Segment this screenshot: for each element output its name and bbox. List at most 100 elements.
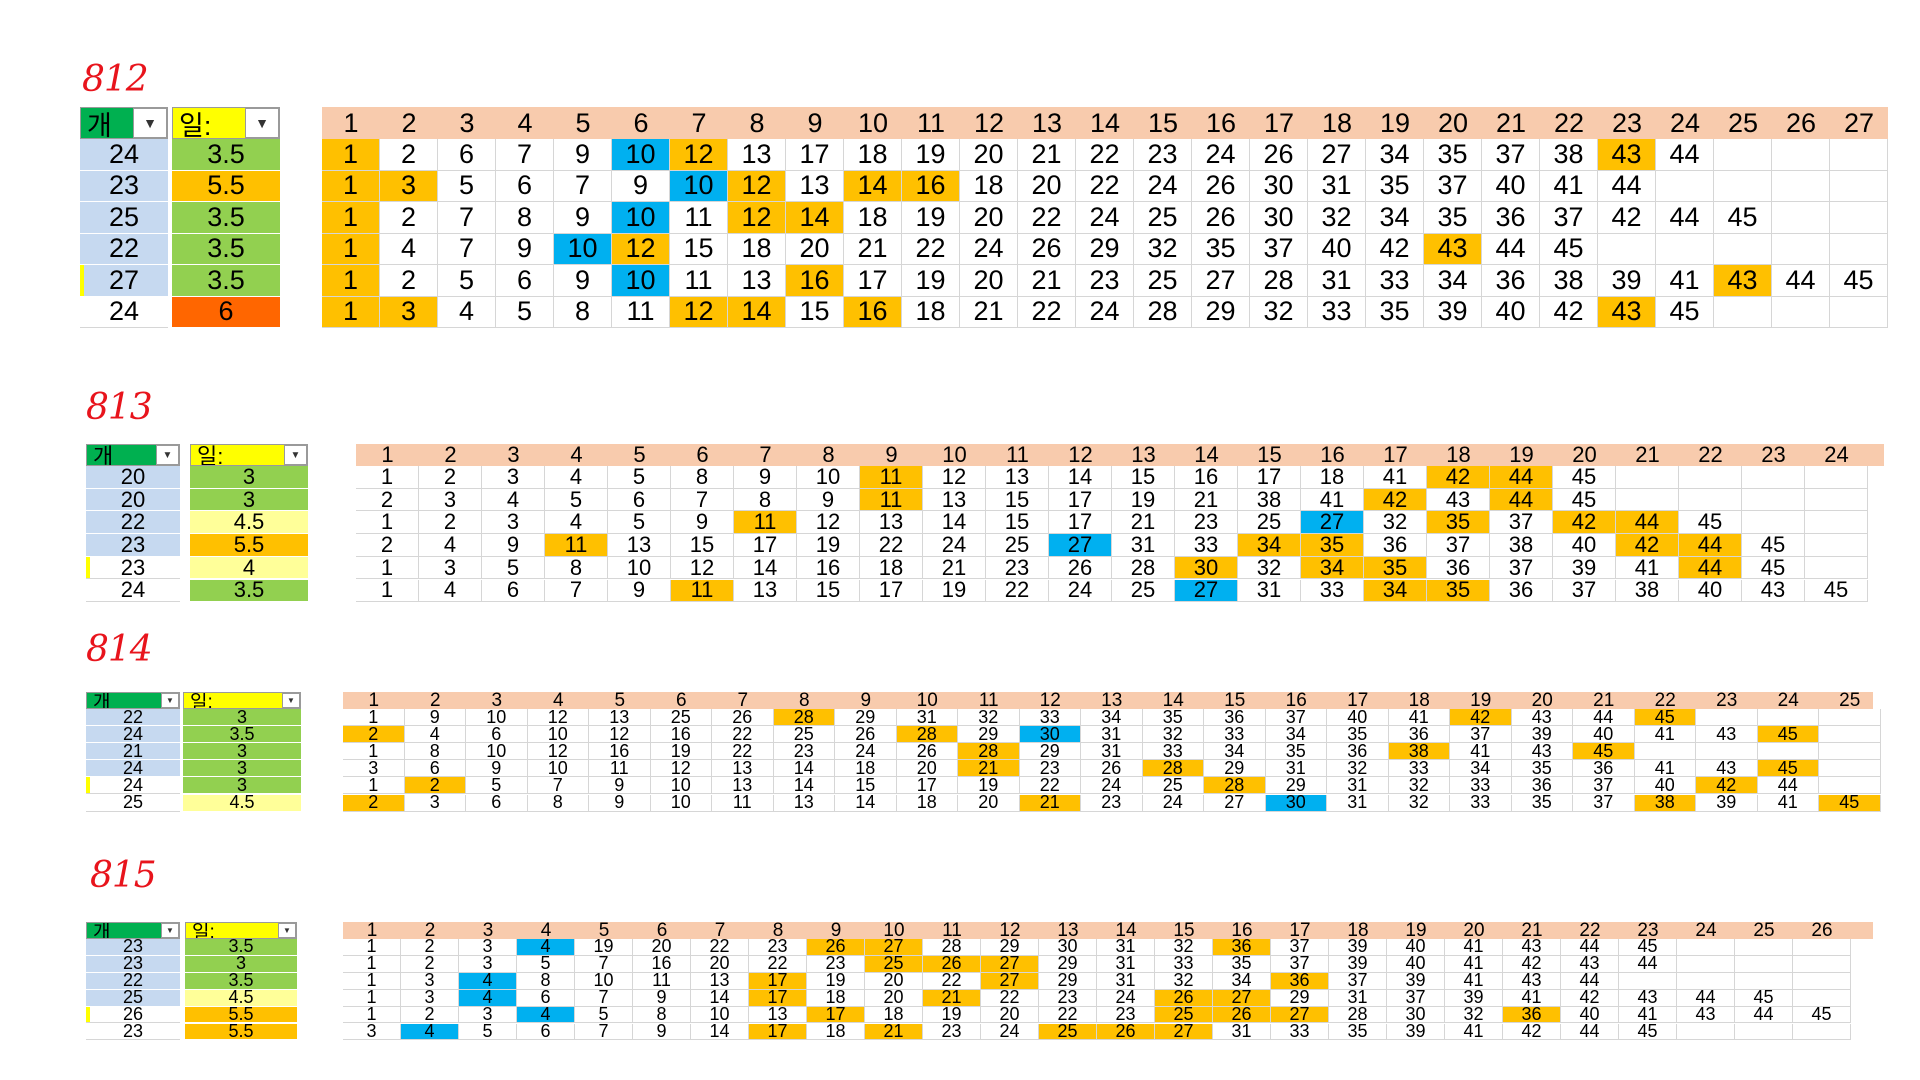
number-cell: 11 bbox=[670, 202, 728, 234]
column-header: 1 bbox=[366, 919, 378, 941]
number-cell: 6 bbox=[496, 265, 554, 297]
chevron-down-icon[interactable]: ▼ bbox=[278, 923, 296, 938]
count-filter-header[interactable]: 개 ▼ bbox=[86, 692, 180, 709]
il-value-cell: 4.5 bbox=[183, 792, 301, 812]
number-cell: 21 bbox=[844, 233, 902, 265]
chevron-down-icon[interactable]: ▼ bbox=[161, 923, 179, 938]
chevron-down-icon[interactable]: ▼ bbox=[282, 693, 300, 708]
number-cell: 36 bbox=[1427, 556, 1490, 580]
number-cell: 45 bbox=[1805, 579, 1868, 603]
count-filter-header[interactable]: 개 ▼ bbox=[86, 444, 180, 466]
count-cell: 22 bbox=[80, 233, 168, 265]
number-cell: 22 bbox=[712, 743, 774, 761]
number-cell: 35 bbox=[1327, 726, 1389, 744]
empty-cell bbox=[1793, 939, 1851, 956]
number-cell: 21 bbox=[1019, 794, 1081, 812]
column-header: 4 bbox=[517, 107, 533, 138]
number-cell: 36 bbox=[1364, 534, 1427, 557]
column-header: 4 bbox=[540, 919, 552, 941]
number-cell: 39 bbox=[1329, 939, 1387, 956]
number-cell: 35 bbox=[1511, 760, 1573, 778]
number-cell: 9 bbox=[554, 202, 612, 234]
number-cell: 29 bbox=[1039, 972, 1097, 990]
chevron-down-icon[interactable]: ▼ bbox=[133, 108, 167, 138]
number-cell: 42 bbox=[1561, 989, 1619, 1007]
number-cell: 26 bbox=[1018, 233, 1076, 265]
number-cell: 6 bbox=[482, 579, 545, 603]
chevron-down-icon[interactable]: ▼ bbox=[245, 108, 279, 138]
number-cell: 32 bbox=[958, 709, 1020, 727]
number-cell: 11 bbox=[712, 794, 774, 812]
number-cell: 41 bbox=[1364, 466, 1427, 489]
number-cell: 10 bbox=[797, 466, 860, 489]
number-cell: 28 bbox=[1204, 777, 1266, 795]
number-cell: 18 bbox=[844, 139, 902, 171]
section-label-813: 813 bbox=[86, 387, 153, 428]
number-cell: 45 bbox=[1656, 296, 1714, 328]
number-cell: 7 bbox=[554, 170, 612, 202]
number-cell: 21 bbox=[958, 760, 1020, 778]
number-cell: 26 bbox=[1049, 556, 1112, 580]
chevron-down-icon[interactable]: ▼ bbox=[161, 693, 179, 708]
number-cell: 25 bbox=[1142, 777, 1204, 795]
number-cell: 29 bbox=[1204, 760, 1266, 778]
number-cell: 40 bbox=[1387, 955, 1445, 973]
column-header: 3 bbox=[482, 919, 494, 941]
number-cell: 34 bbox=[1238, 534, 1301, 557]
number-cell: 22 bbox=[902, 233, 960, 265]
number-cell: 26 bbox=[896, 743, 958, 761]
number-cell: 27 bbox=[1204, 794, 1266, 812]
number-cell: 24 bbox=[1142, 794, 1204, 812]
number-cell: 8 bbox=[404, 743, 466, 761]
il-value-cell: 3.5 bbox=[190, 577, 308, 602]
chevron-down-icon[interactable]: ▼ bbox=[284, 445, 307, 465]
number-cell: 19 bbox=[902, 139, 960, 171]
column-header: 12 bbox=[1039, 689, 1061, 711]
il-filter-header[interactable]: 일: ▼ bbox=[190, 444, 308, 466]
count-filter-header[interactable]: 개 ▼ bbox=[86, 922, 180, 939]
number-cell: 45 bbox=[1619, 939, 1677, 956]
empty-cell bbox=[1772, 296, 1830, 328]
number-cell: 32 bbox=[1327, 760, 1389, 778]
il-filter-header[interactable]: 일: ▼ bbox=[185, 922, 297, 939]
number-cell: 38 bbox=[1616, 579, 1679, 603]
number-cell: 37 bbox=[1271, 939, 1329, 956]
number-cell: 1 bbox=[356, 466, 419, 489]
il-filter-header[interactable]: 일: ▼ bbox=[172, 107, 280, 139]
il-filter-header[interactable]: 일: ▼ bbox=[183, 692, 301, 709]
number-cell: 25 bbox=[1134, 265, 1192, 297]
number-cell: 1 bbox=[356, 556, 419, 580]
number-cell: 14 bbox=[1049, 466, 1112, 489]
number-cell: 41 bbox=[1616, 556, 1679, 580]
column-header: 16 bbox=[1231, 919, 1253, 941]
number-cell: 12 bbox=[527, 709, 589, 727]
number-cell: 33 bbox=[1388, 760, 1450, 778]
number-cell: 43 bbox=[1561, 955, 1619, 973]
column-header: 22 bbox=[1654, 689, 1676, 711]
empty-cell bbox=[1805, 511, 1868, 535]
column-header-row bbox=[322, 107, 1888, 139]
number-cell: 12 bbox=[728, 170, 786, 202]
number-cell: 34 bbox=[1265, 726, 1327, 744]
number-cell: 39 bbox=[1329, 955, 1387, 973]
empty-cell bbox=[1805, 466, 1868, 489]
chevron-down-icon[interactable]: ▼ bbox=[156, 445, 179, 465]
il-value-cell: 3 bbox=[185, 953, 297, 973]
count-filter-header[interactable]: 개 ▼ bbox=[80, 107, 168, 139]
column-header: 19 bbox=[1509, 442, 1534, 467]
number-cell: 44 bbox=[1561, 939, 1619, 956]
il-value-cell: 4 bbox=[190, 555, 308, 580]
empty-cell bbox=[1830, 139, 1888, 171]
number-cell: 9 bbox=[608, 579, 671, 603]
number-cell: 39 bbox=[1445, 989, 1503, 1007]
number-cell: 21 bbox=[1112, 511, 1175, 535]
section-label-814: 814 bbox=[86, 629, 153, 670]
empty-cell bbox=[1598, 233, 1656, 265]
number-cell: 18 bbox=[807, 989, 865, 1007]
empty-cell bbox=[1805, 534, 1868, 557]
number-cell: 7 bbox=[575, 989, 633, 1007]
empty-cell bbox=[1634, 743, 1696, 761]
number-cell: 3 bbox=[482, 466, 545, 489]
number-cell: 23 bbox=[1019, 760, 1081, 778]
column-header: 26 bbox=[1785, 107, 1817, 138]
